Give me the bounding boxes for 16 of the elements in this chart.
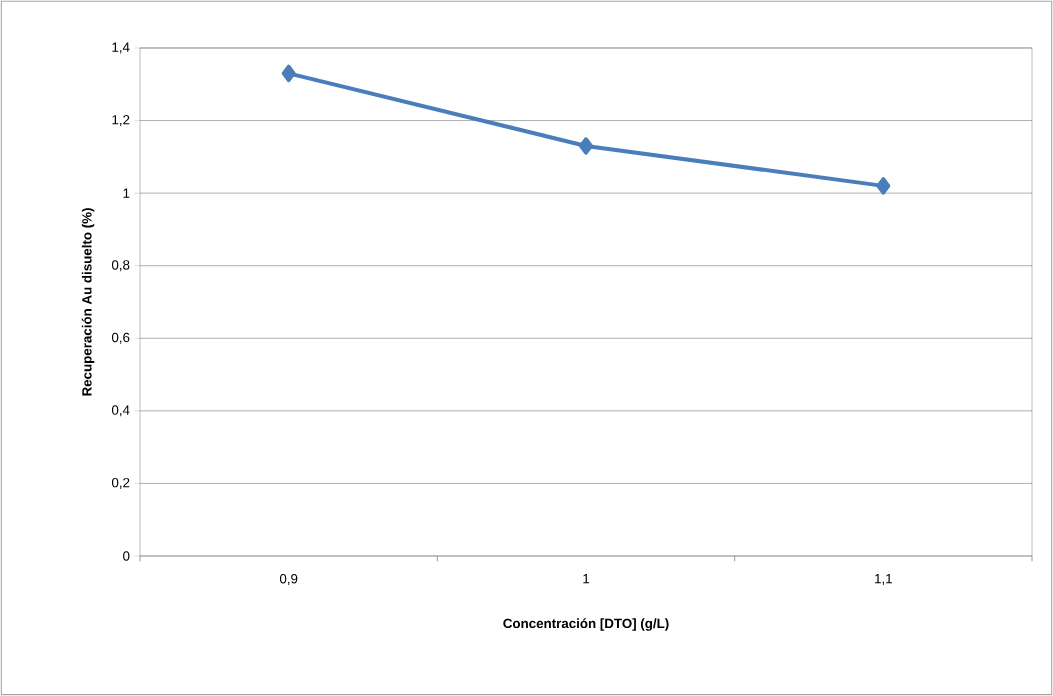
point [579,137,593,155]
x-axis-title: Concentración [DTO] (g/L) [503,618,669,631]
point [876,177,891,195]
y-tick-label: 0,4 [111,405,130,417]
y-tick-label: 1,2 [112,115,130,127]
y-tick-label: 0 [123,551,130,561]
y-axis-title: Recuperación Au disuelto (%) [81,208,95,396]
x-tick-label: 0,9 [279,574,298,586]
y-tick-label: 1,4 [112,42,130,54]
y-tick-label: 0,8 [111,260,130,272]
y-tick-label: 0,2 [111,477,130,489]
y-tick-label: 0,6 [111,332,130,344]
point [281,64,296,83]
y-tick-label: 1 [123,188,130,198]
x-tick-label: 1,1 [875,574,892,585]
x-tick-label: 1 [583,574,590,584]
